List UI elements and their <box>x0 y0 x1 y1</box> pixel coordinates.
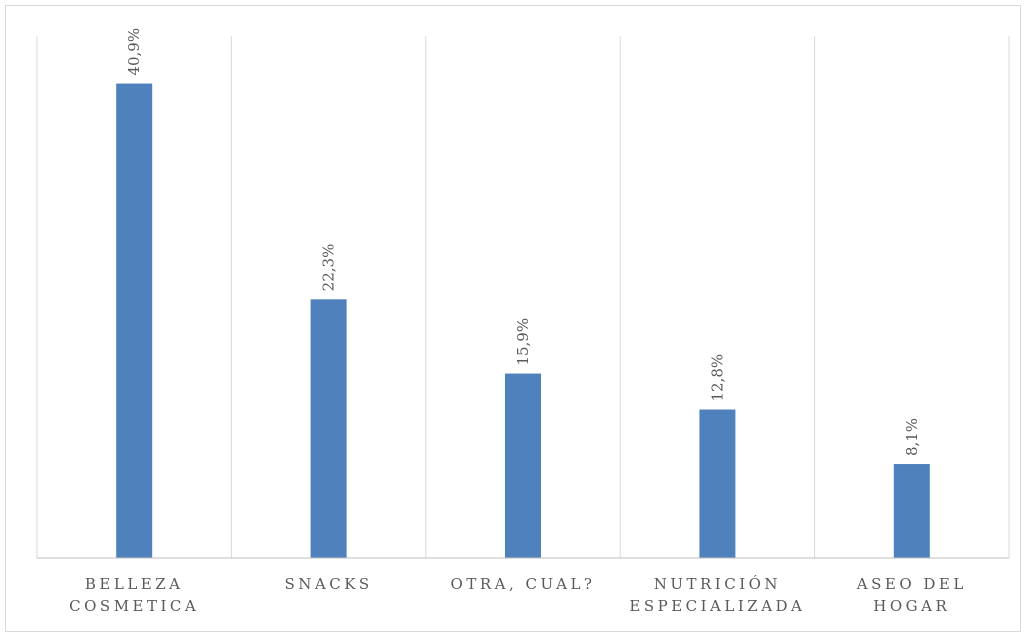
data-label-1: 40,9% <box>125 28 143 76</box>
bar-2 <box>310 299 347 558</box>
x-tick-label-5-2: HOGAR <box>873 597 950 615</box>
x-tick-label-1-1: BELLEZA <box>85 575 184 593</box>
x-tick-label-4-2: ESPECIALIZADA <box>629 597 805 615</box>
x-tick-label-4-1: NUTRICIÓN <box>654 575 781 593</box>
bar-1 <box>116 83 153 558</box>
x-tick-label-3-1: OTRA, CUAL? <box>451 575 596 593</box>
data-label-2: 22,3% <box>320 244 338 292</box>
bar-5 <box>893 464 930 558</box>
bar-3 <box>505 373 541 558</box>
x-tick-label-1-2: COSMETICA <box>69 597 199 615</box>
x-tick-label-5-1: ASEO DEL <box>856 575 967 593</box>
data-label-4: 12,8% <box>708 354 726 402</box>
data-label-3: 15,9% <box>514 318 532 366</box>
bar-4 <box>699 409 736 558</box>
data-label-5: 8,1% <box>903 418 921 456</box>
x-tick-label-2-1: SNACKS <box>284 575 372 593</box>
